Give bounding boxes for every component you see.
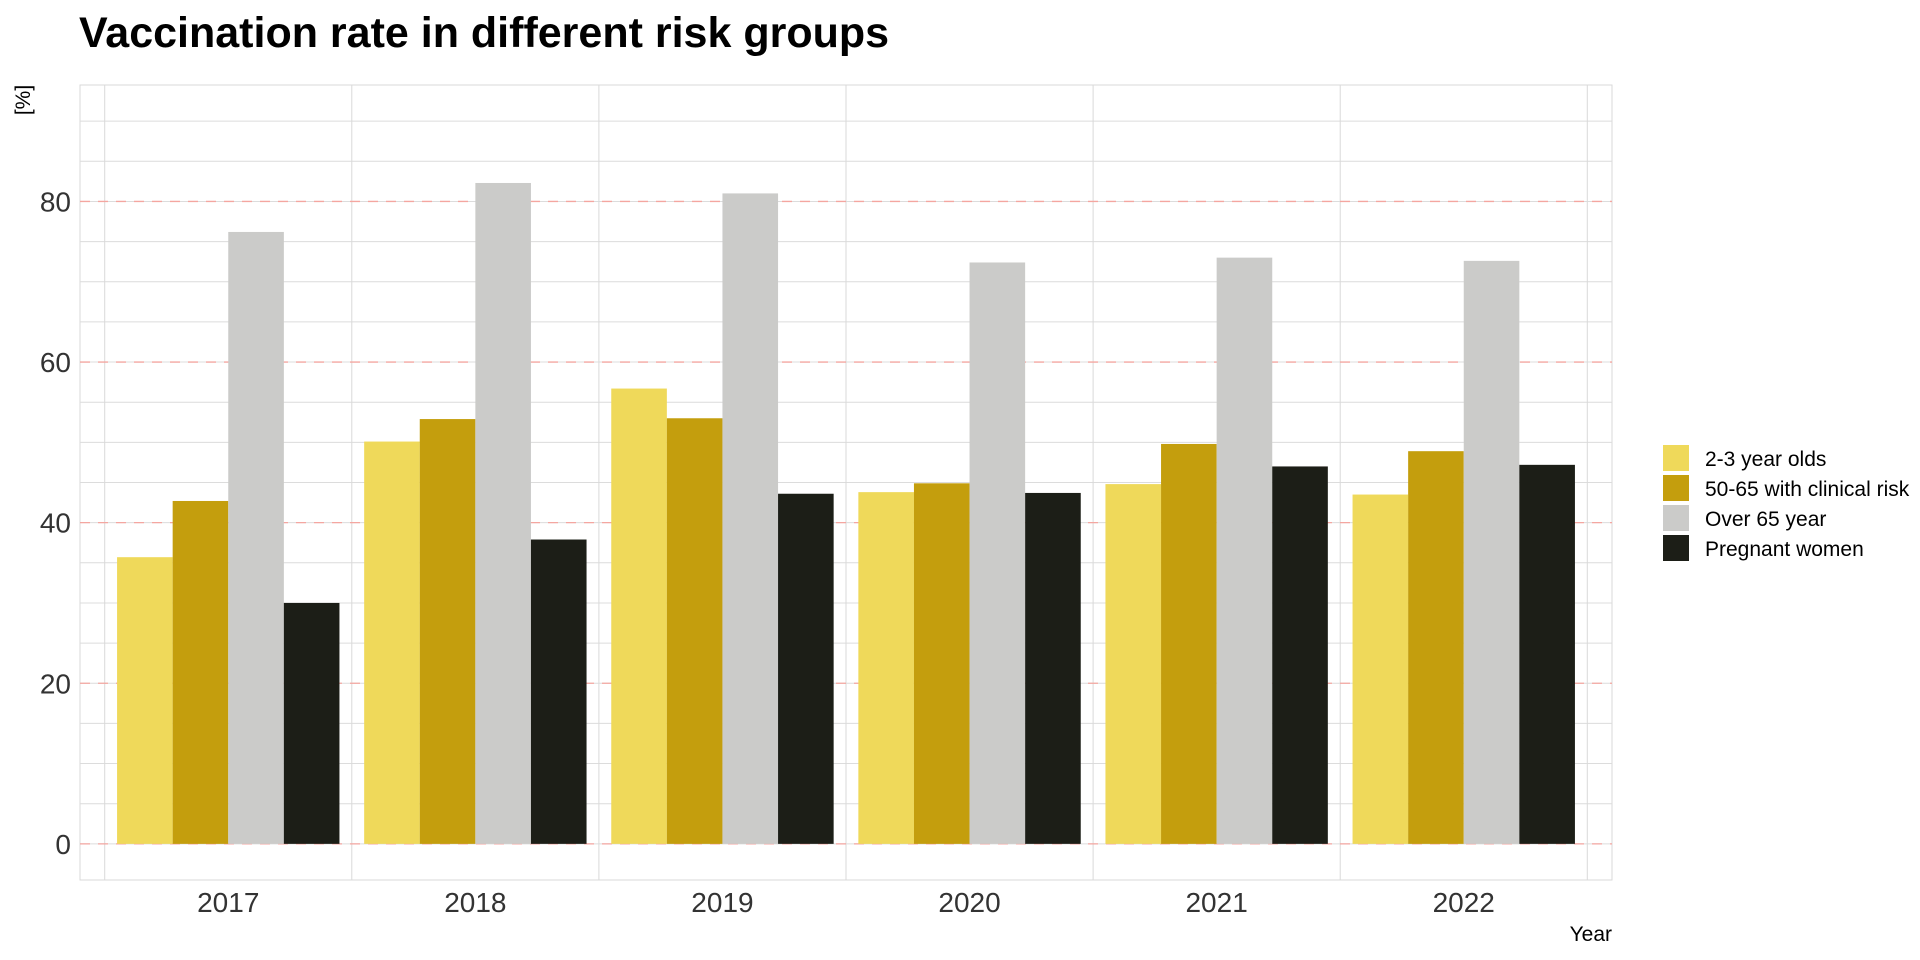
bar xyxy=(117,557,173,844)
bar xyxy=(1272,466,1328,844)
bar xyxy=(666,418,723,844)
bar xyxy=(1216,257,1273,844)
legend-key xyxy=(1663,535,1689,561)
legend-key xyxy=(1663,475,1689,501)
bar xyxy=(419,419,476,844)
bar xyxy=(1025,492,1081,844)
x-axis-ticks: 2017 2018 2019 2020 2021 2022 xyxy=(197,887,1495,918)
y-tick-label: 20 xyxy=(40,668,71,699)
x-axis-title: Year xyxy=(1570,923,1612,946)
bar xyxy=(611,388,667,844)
legend-label: Over 65 year xyxy=(1705,508,1826,531)
bar xyxy=(1519,464,1575,844)
bar xyxy=(530,539,587,844)
bar xyxy=(913,483,970,844)
bar xyxy=(475,182,531,844)
x-tick-label: 2017 xyxy=(197,887,259,918)
bar xyxy=(969,262,1026,844)
x-tick-label: 2018 xyxy=(444,887,506,918)
bar xyxy=(364,441,420,844)
x-tick-label: 2021 xyxy=(1185,887,1247,918)
bars xyxy=(117,182,1575,844)
bar xyxy=(1161,443,1217,844)
legend-label: 2-3 year olds xyxy=(1705,448,1826,471)
bar xyxy=(1352,494,1409,844)
legend-key xyxy=(1663,445,1689,471)
bar xyxy=(778,493,834,844)
y-axis-ticks: 0 20 40 60 80 xyxy=(40,186,71,859)
chart-title: Vaccination rate in different risk group… xyxy=(79,9,889,57)
legend: 2-3 year olds 50-65 with clinical risk Ove… xyxy=(1663,445,1910,561)
y-axis-title: [%] xyxy=(12,85,35,115)
bar xyxy=(283,602,340,844)
legend-label: 50-65 with clinical risk xyxy=(1705,478,1910,501)
bar xyxy=(858,492,914,844)
bar xyxy=(722,193,779,844)
y-tick-label: 40 xyxy=(40,508,71,539)
bar xyxy=(172,500,229,844)
bar xyxy=(1408,451,1464,844)
y-tick-label: 80 xyxy=(40,186,71,217)
bar xyxy=(1105,484,1162,844)
bar xyxy=(228,231,284,844)
x-tick-label: 2020 xyxy=(938,887,1000,918)
legend-label: Pregnant women xyxy=(1705,538,1864,561)
y-tick-label: 60 xyxy=(40,347,71,378)
x-tick-label: 2022 xyxy=(1433,887,1495,918)
y-tick-label: 0 xyxy=(55,829,71,860)
bar xyxy=(1463,260,1520,844)
legend-key xyxy=(1663,505,1689,531)
x-tick-label: 2019 xyxy=(691,887,753,918)
